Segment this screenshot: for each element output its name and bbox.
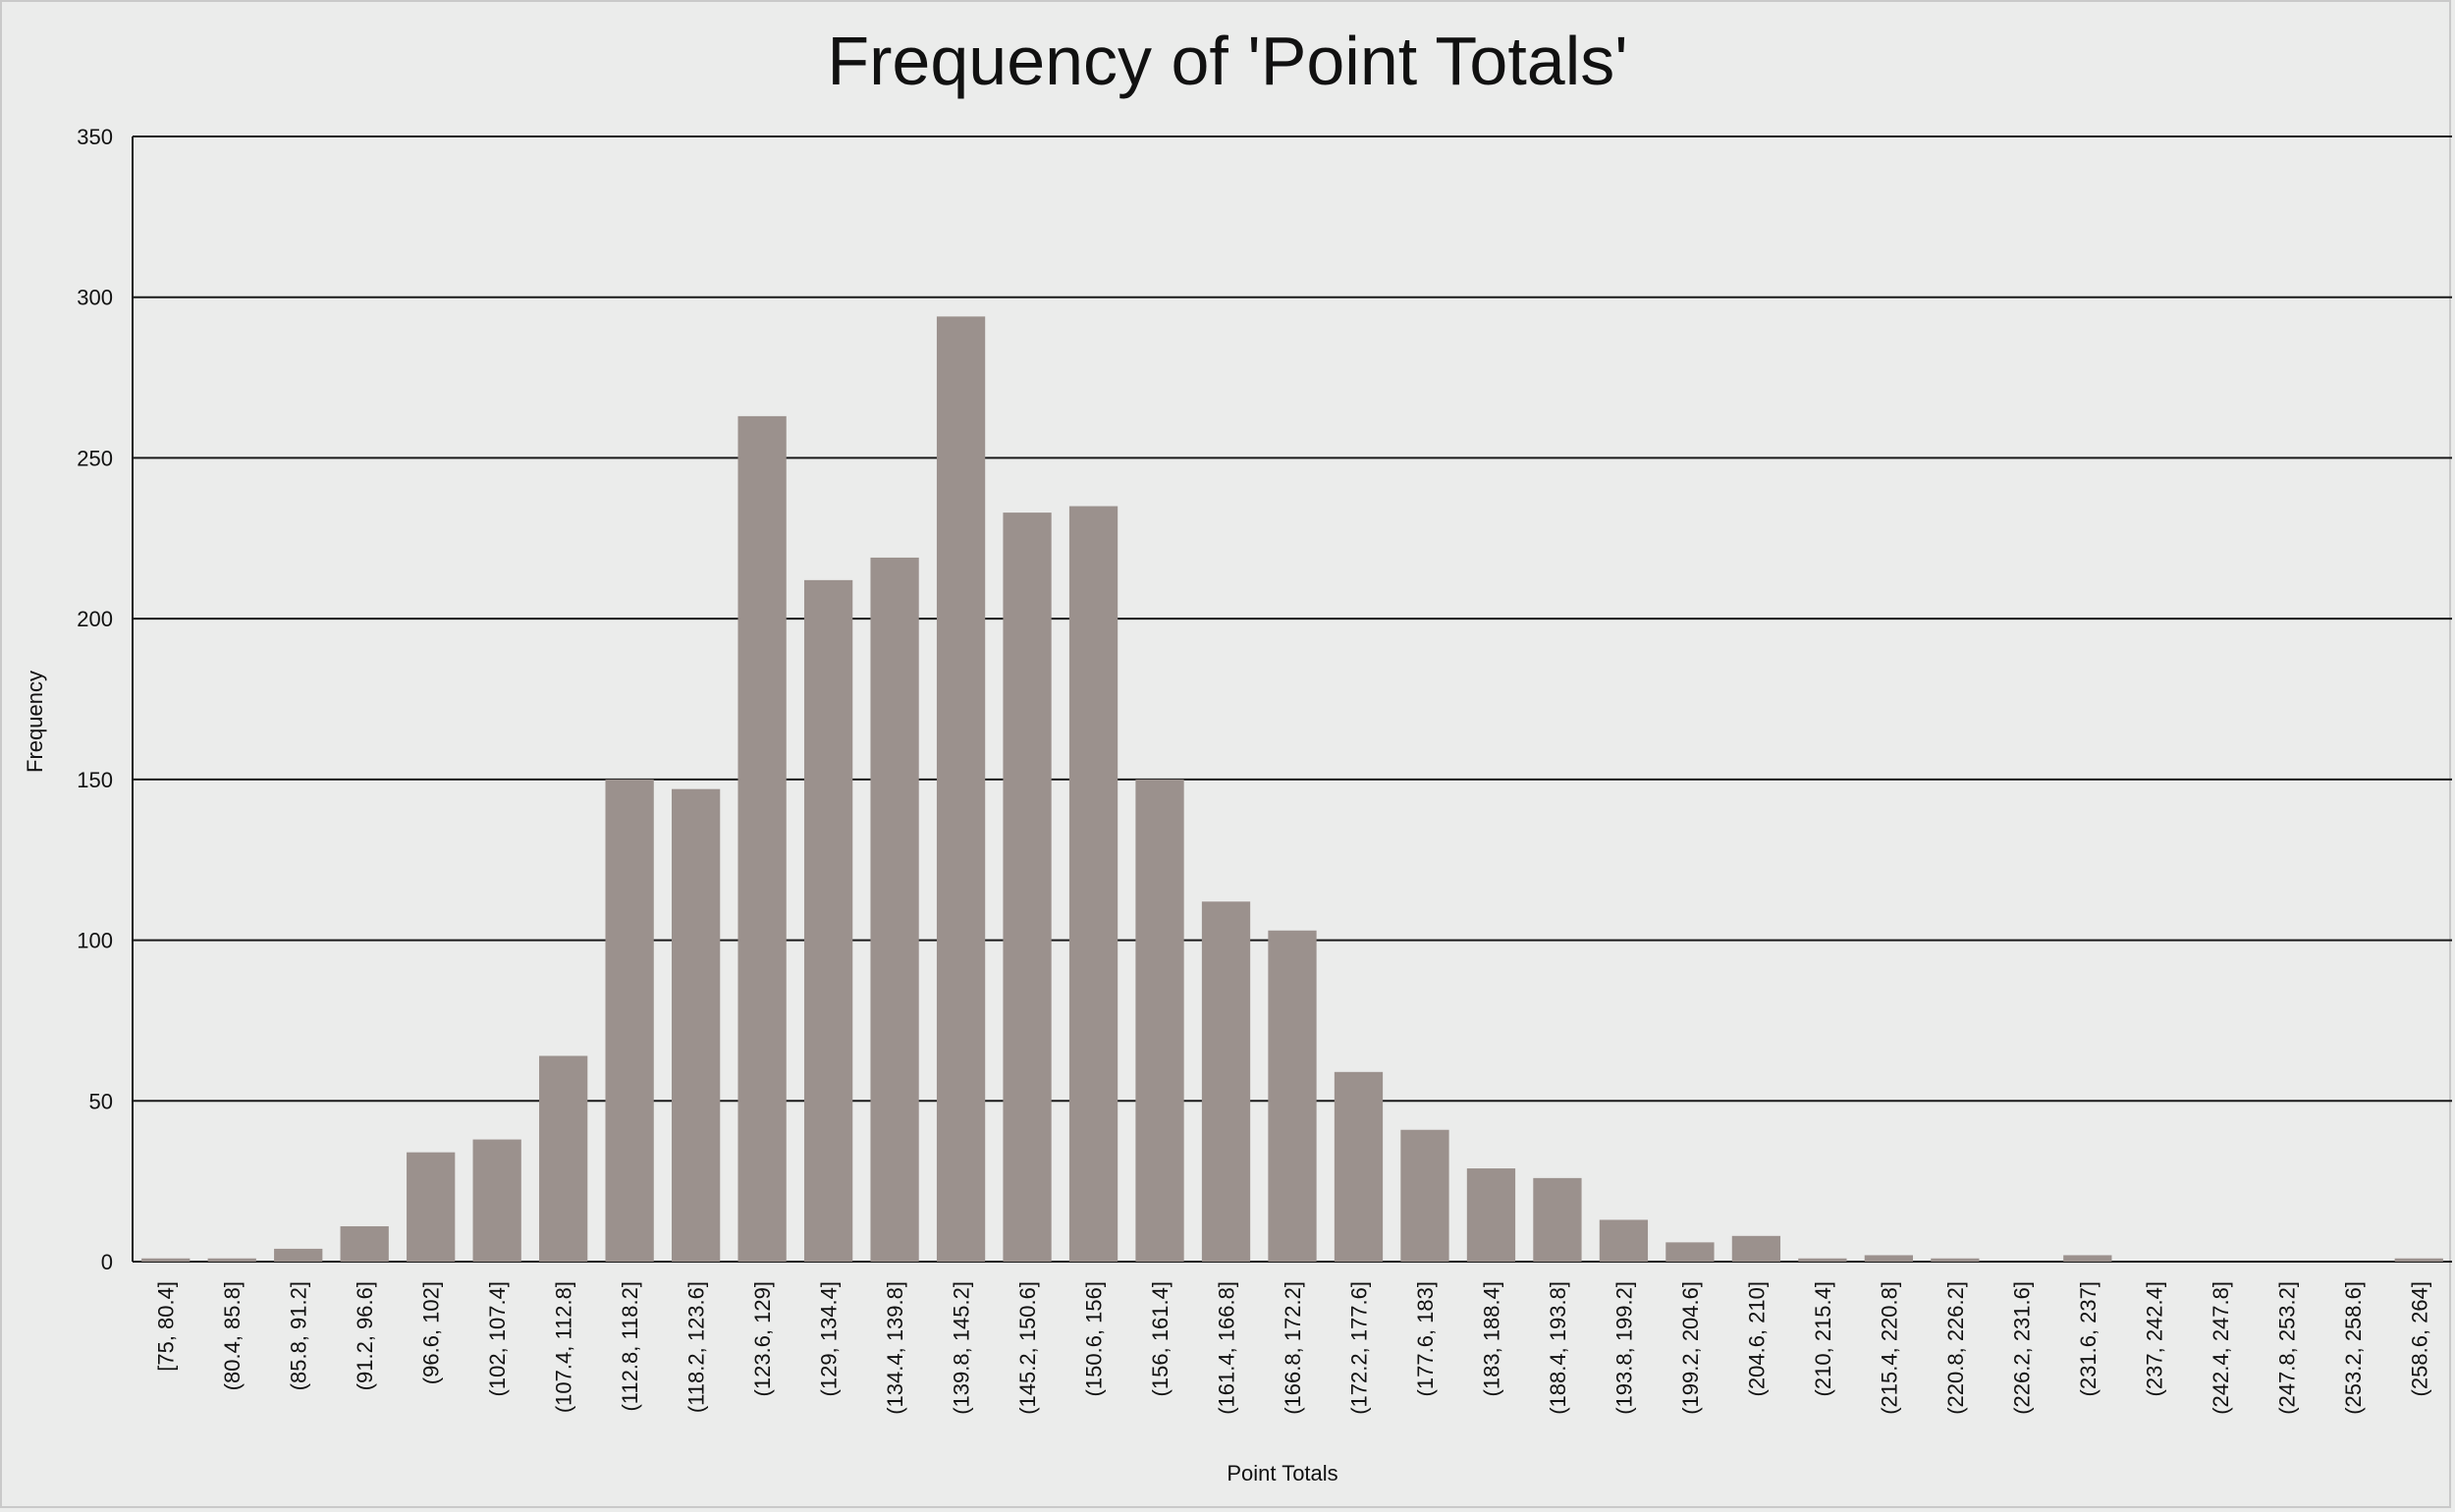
x-tick-label: (204.6, 210]	[1744, 1281, 1769, 1396]
histogram-bar	[141, 1258, 191, 1262]
x-tick-label: (107.4, 112.8]	[552, 1281, 576, 1413]
x-tick-label: (156, 161.4]	[1148, 1281, 1173, 1396]
x-tick-label: (129, 134.4]	[817, 1281, 842, 1396]
x-tick-label: (258.6, 264]	[2407, 1281, 2431, 1396]
x-tick-label: (118.2, 123.6]	[684, 1281, 709, 1413]
x-tick-label: (188.4, 193.8]	[1546, 1281, 1570, 1415]
x-tick-label: (102, 107.4]	[485, 1281, 510, 1396]
histogram-bar	[1533, 1177, 1582, 1262]
x-tick-label: (237, 242.4]	[2142, 1281, 2166, 1396]
x-axis-label: Point Totals	[1227, 1461, 1338, 1485]
chart-title: Frequency of 'Point Totals'	[827, 23, 1628, 99]
x-tick-label: (210, 215.4]	[1811, 1281, 1835, 1396]
histogram-bar	[1334, 1071, 1384, 1262]
histogram-bar	[539, 1055, 588, 1262]
histogram-bar	[605, 779, 654, 1262]
x-tick-label: (183, 188.4]	[1479, 1281, 1503, 1396]
histogram-bar	[1731, 1235, 1781, 1262]
histogram-bar	[274, 1248, 323, 1262]
histogram-bar	[1864, 1255, 1914, 1262]
histogram-bar	[737, 415, 787, 1262]
histogram-bar	[1400, 1129, 1449, 1262]
x-tick-label: (85.8, 91.2]	[287, 1281, 311, 1390]
x-tick-label: (139.8, 145.2]	[950, 1281, 974, 1415]
x-tick-label: (253.2, 258.6]	[2341, 1281, 2366, 1415]
histogram-bar	[1665, 1242, 1715, 1262]
x-tick-label: (96.6, 102]	[419, 1281, 444, 1384]
histogram-bar	[2394, 1258, 2443, 1262]
x-tick-label: (161.4, 166.8]	[1215, 1281, 1239, 1415]
x-tick-label: (112.8, 118.2]	[618, 1281, 642, 1412]
x-tick-label: (150.6, 156]	[1082, 1281, 1107, 1396]
x-tick-label: (226.2, 231.6]	[2009, 1281, 2034, 1415]
x-tick-label: (231.6, 237]	[2076, 1281, 2100, 1396]
histogram-bar	[936, 316, 986, 1262]
y-tick-label: 300	[77, 286, 113, 310]
x-tick-label: (193.8, 199.2]	[1611, 1281, 1636, 1415]
y-tick-label: 100	[77, 929, 113, 953]
histogram-bar	[870, 557, 919, 1262]
y-tick-label: 50	[89, 1089, 113, 1113]
histogram-bar	[671, 788, 721, 1262]
x-tick-label: (172.2, 177.6]	[1346, 1281, 1371, 1415]
histogram-bar	[407, 1152, 456, 1262]
x-tick-label: (215.4, 220.8]	[1877, 1281, 1901, 1415]
x-tick-label: (123.6, 129]	[750, 1281, 775, 1396]
x-tick-label: (220.8, 226.2]	[1943, 1281, 1968, 1415]
histogram-bar	[1201, 901, 1251, 1262]
x-tick-label: (247.8, 253.2]	[2274, 1281, 2299, 1415]
histogram-bar	[340, 1225, 389, 1262]
x-tick-label: (145.2, 150.6]	[1015, 1281, 1040, 1415]
histogram-bar	[472, 1139, 521, 1262]
histogram-bar	[1599, 1219, 1649, 1262]
histogram-bar	[2063, 1255, 2112, 1262]
x-tick-label: (166.8, 172.2]	[1281, 1281, 1305, 1415]
histogram-bar	[1068, 506, 1118, 1262]
x-tick-label: (199.2, 204.6]	[1678, 1281, 1703, 1415]
histogram-bar	[1268, 930, 1317, 1262]
x-tick-label: (242.4, 247.8]	[2209, 1281, 2233, 1415]
histogram-bar	[207, 1258, 256, 1262]
y-tick-label: 250	[77, 446, 113, 470]
x-tick-label: (91.2, 96.6]	[353, 1281, 377, 1390]
histogram-bar	[1931, 1258, 1980, 1262]
x-tick-label: [75, 80.4]	[154, 1281, 179, 1372]
y-tick-label: 150	[77, 768, 113, 792]
histogram-bar	[1003, 513, 1052, 1262]
y-tick-label: 350	[77, 125, 113, 149]
histogram-bar	[1798, 1258, 1847, 1262]
x-tick-label: (177.6, 183]	[1413, 1281, 1438, 1396]
histogram-bar	[1135, 779, 1184, 1262]
histogram-bar	[803, 579, 853, 1262]
histogram-bar	[1466, 1168, 1516, 1262]
y-tick-label: 0	[101, 1250, 113, 1274]
y-tick-label: 200	[77, 607, 113, 631]
x-tick-label: (134.4, 139.8]	[883, 1281, 907, 1415]
x-tick-label: (80.4, 85.8]	[220, 1281, 245, 1390]
